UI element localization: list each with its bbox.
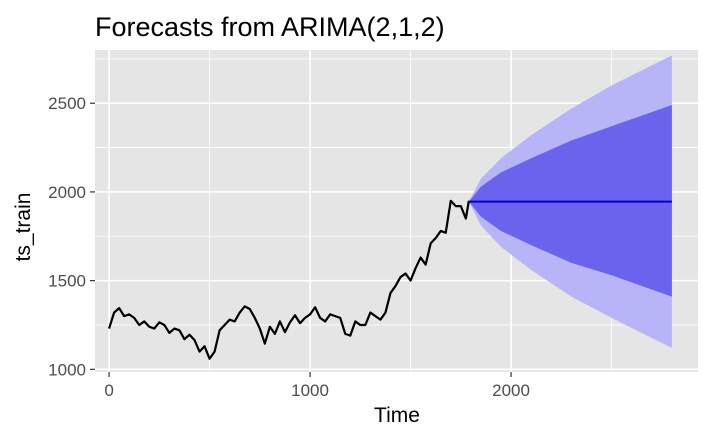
x-tick-label-2: 2000 [492, 381, 530, 400]
axis-ticks [90, 102, 512, 377]
x-tick-label-1: 1000 [291, 381, 329, 400]
y-tick-label-1: 1500 [48, 272, 86, 291]
series-lines [108, 199, 672, 360]
history-line [108, 199, 470, 360]
y-axis-title: ts_train [12, 193, 35, 262]
x-tick-label-0: 0 [104, 381, 113, 400]
y-tick-label-3: 2500 [48, 94, 86, 113]
y-tick-label-0: 1000 [48, 360, 86, 379]
tick-labels: 0 1000 2000 1000 1500 2000 2500 [48, 94, 530, 400]
chart-title: Forecasts from ARIMA(2,1,2) [95, 12, 445, 42]
y-tick-label-2: 2000 [48, 183, 86, 202]
x-axis-title: Time [374, 404, 420, 427]
